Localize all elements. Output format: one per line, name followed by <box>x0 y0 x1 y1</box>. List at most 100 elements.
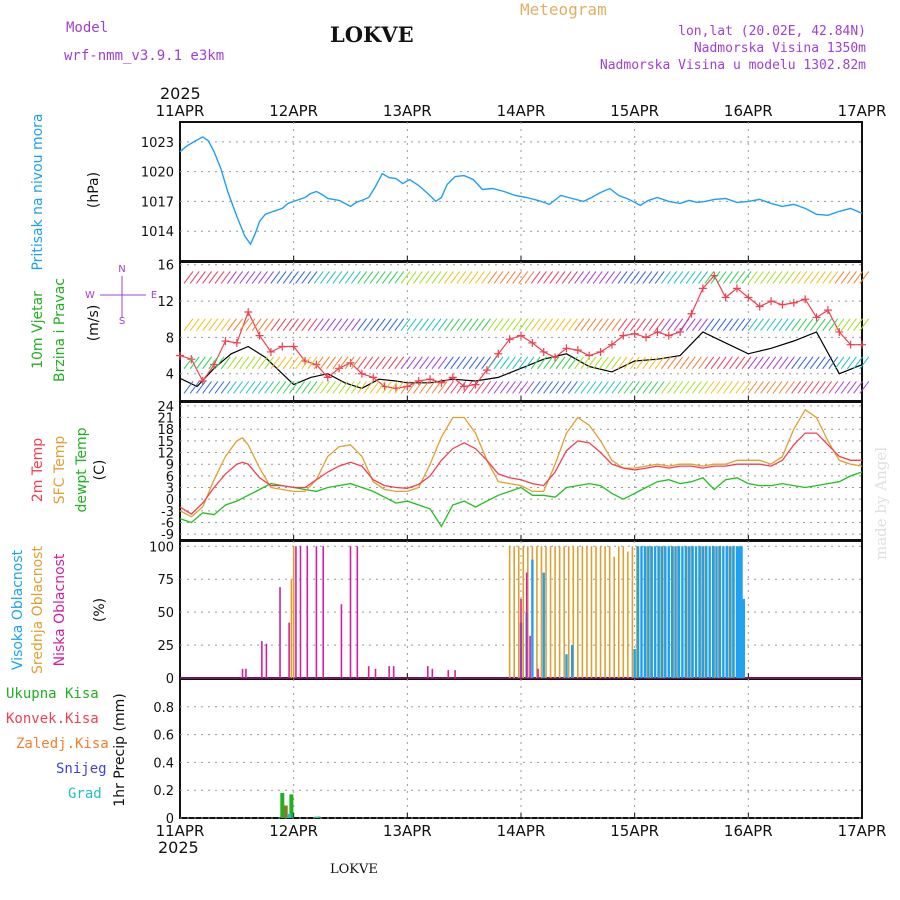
wind-barb-arrow <box>555 271 566 284</box>
wind-barb-arrow <box>716 318 727 331</box>
wind-barb-arrow <box>450 318 461 331</box>
wind-barb-arrow <box>822 381 832 394</box>
wind-barb-arrow <box>785 381 795 394</box>
y-tick-4-1: 0.2 <box>153 784 174 799</box>
legend-freezing-rain: Zaledj.Kisa <box>16 736 109 752</box>
x-tick-top-5: 16APR <box>724 102 773 120</box>
wind-barb-arrow <box>685 271 696 284</box>
wind-barb-arrow <box>462 271 473 284</box>
wind-barb-arrow <box>239 271 250 284</box>
wind-speed-point <box>369 373 378 382</box>
wind-barb-arrow <box>295 381 306 394</box>
wind-barb-arrow <box>692 318 702 331</box>
wind-barb-arrow <box>220 381 231 394</box>
wind-barb-arrow <box>530 381 541 394</box>
wind-barb-arrow <box>344 271 355 284</box>
wind-barb-arrow <box>350 318 361 331</box>
wind-barb-arrow <box>561 356 572 370</box>
wind-barb-arrow <box>195 356 206 370</box>
wind-barb-arrow <box>537 318 547 331</box>
wind-barb-arrow <box>313 381 324 394</box>
wind-barb-arrow <box>233 356 244 370</box>
wind-barb-arrow <box>251 381 262 394</box>
wind-barb-arrow <box>741 356 752 370</box>
wind-barb-arrow <box>685 318 696 331</box>
wind-barb-arrow <box>443 356 454 370</box>
pressure-title: Pritisak na nivou mora <box>30 113 46 270</box>
wind-barb-arrow <box>772 381 783 394</box>
wind-barb-arrow <box>338 381 349 394</box>
legend-hail: Grad <box>68 786 102 802</box>
wind-speed-point <box>221 337 230 346</box>
wind-barb-arrow <box>555 381 566 394</box>
wind-barb-arrow <box>574 318 584 331</box>
wind-barb-arrow <box>195 381 206 394</box>
wind-barb-arrow <box>853 271 863 284</box>
wind-speed-point <box>437 378 446 387</box>
wind-barb-arrow <box>586 381 597 394</box>
wind-barb-arrow <box>381 318 392 331</box>
wind-barb-arrow <box>518 318 529 331</box>
wind-speed-point <box>835 327 844 336</box>
wind-barb-arrow <box>375 318 386 331</box>
wind-speed-point <box>607 340 616 349</box>
wind-speed-point <box>676 327 685 336</box>
wind-barb-arrow <box>778 318 789 331</box>
wind-barb-arrow <box>816 356 826 370</box>
wind-speed-point <box>687 309 696 318</box>
wind-speed-point <box>517 331 525 340</box>
wind-barb-arrow <box>543 356 553 370</box>
wind-barb-arrow <box>369 271 380 284</box>
wind-barb-arrow <box>462 356 473 370</box>
y-tick-2-5: 6 <box>166 470 174 485</box>
wind-barb-arrow <box>239 381 250 394</box>
temp-title-2m: 2m Temp <box>30 438 46 502</box>
wind-barb-arrow <box>375 356 386 370</box>
wind-barb-arrow <box>710 356 721 370</box>
wind-barb-arrow <box>381 356 392 370</box>
wind-barb-arrow <box>307 318 318 331</box>
wind-barb-arrow <box>828 356 839 370</box>
bottom-station-label: LOKVE <box>330 862 378 877</box>
wind-barb-arrow <box>747 381 758 394</box>
wind-barb-arrow <box>747 356 758 370</box>
wind-barb-arrow <box>729 271 739 284</box>
product-title: Meteogram <box>520 0 607 19</box>
wind-barb-arrow <box>667 381 677 394</box>
wind-barb-arrow <box>803 381 814 394</box>
wind-speed-point <box>176 351 184 360</box>
wind-barb-arrow <box>574 271 584 284</box>
wind-speed-point <box>619 331 628 340</box>
wind-barb-arrow <box>214 318 225 331</box>
wind-barb-arrow <box>828 381 839 394</box>
wind-barb-arrow <box>406 271 417 284</box>
wind-speed-point <box>198 377 207 386</box>
wind-barb-arrow <box>288 271 299 284</box>
wind-barb-arrow <box>388 271 399 284</box>
wind-speed-point <box>448 373 457 382</box>
wind-barb-arrow <box>698 271 708 284</box>
wind-speed-point <box>232 338 241 347</box>
wind-barb-arrow <box>344 318 355 331</box>
wind-barb-arrow <box>673 271 684 284</box>
wind-barb-arrow <box>301 318 312 331</box>
compass-e: E <box>151 290 157 301</box>
wind-barb-arrow <box>735 356 746 370</box>
wind-barb-arrow <box>264 318 275 331</box>
wind-barb-arrow <box>357 381 368 394</box>
compass-s: S <box>119 316 125 327</box>
wind-barb-arrow <box>859 271 870 284</box>
wind-barb-arrow <box>716 356 727 370</box>
wind-barb-arrow <box>840 356 851 370</box>
wind-speed-point <box>642 333 651 342</box>
wind-barb-arrow <box>661 318 671 331</box>
wind-barb-arrow <box>189 271 200 284</box>
wind-barb-arrow <box>797 271 808 284</box>
wind-barb-arrow <box>276 271 287 284</box>
wind-barb-arrow <box>481 356 492 370</box>
wind-barb-arrow <box>450 381 461 394</box>
wind-barb-arrow <box>282 356 293 370</box>
wind-barb-arrow <box>549 381 560 394</box>
wind-barb-arrow <box>307 381 318 394</box>
wind-barb-arrow <box>834 271 845 284</box>
